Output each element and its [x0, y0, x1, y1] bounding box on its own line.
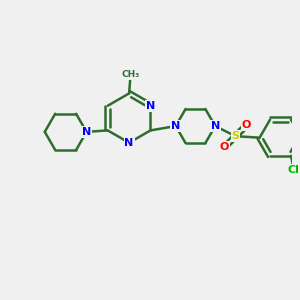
Text: S: S	[232, 131, 239, 141]
Text: N: N	[146, 101, 155, 111]
Text: O: O	[242, 120, 251, 130]
Text: O: O	[220, 142, 229, 152]
Text: N: N	[211, 121, 220, 131]
Text: N: N	[82, 127, 91, 137]
Text: Cl: Cl	[288, 165, 300, 175]
Text: CH₃: CH₃	[122, 70, 140, 79]
Text: N: N	[171, 121, 180, 131]
Text: N: N	[124, 138, 134, 148]
